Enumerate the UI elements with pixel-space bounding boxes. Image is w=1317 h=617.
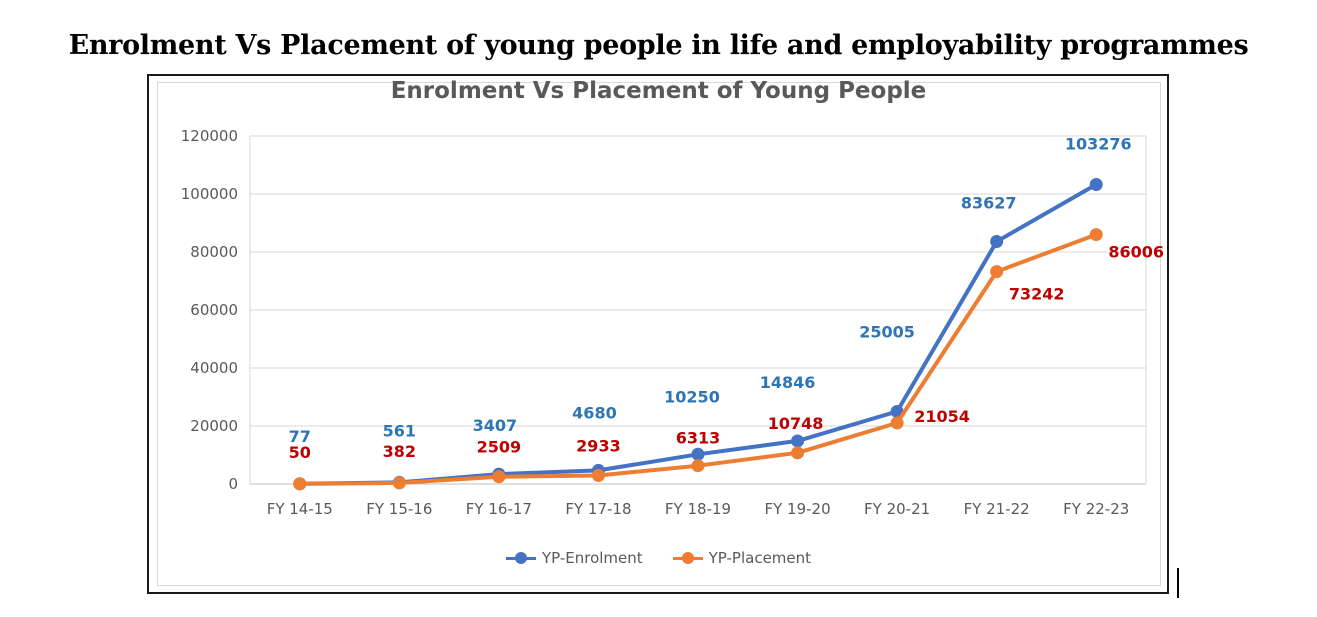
data-label-placement: 21054 <box>914 407 970 426</box>
data-point-enrolment <box>1089 177 1103 191</box>
data-point-placement <box>293 477 307 491</box>
data-label-enrolment: 83627 <box>961 193 1017 212</box>
data-label-placement: 6313 <box>676 429 721 448</box>
legend-item-placement: YP-Placement <box>672 549 812 567</box>
x-tick-label: FY 14-15 <box>267 500 333 518</box>
x-tick-label: FY 19-20 <box>764 500 830 518</box>
legend-marker-enrolment <box>505 551 536 565</box>
data-label-enrolment: 14846 <box>760 373 816 392</box>
legend-dot-placement <box>681 552 694 564</box>
data-point-enrolment <box>791 434 805 448</box>
x-tick-label: FY 17-18 <box>565 500 631 518</box>
legend-item-enrolment: YP-Enrolment <box>505 549 643 567</box>
y-tick-label: 80000 <box>190 243 238 261</box>
data-label-placement: 50 <box>289 443 311 462</box>
data-point-placement <box>691 459 705 473</box>
data-point-enrolment <box>990 234 1004 248</box>
data-label-enrolment: 77 <box>289 427 311 446</box>
data-point-enrolment <box>691 447 705 461</box>
chart-legend: YP-Enrolment YP-Placement <box>0 549 1317 567</box>
data-label-enrolment: 103276 <box>1065 134 1132 153</box>
x-tick-label: FY 20-21 <box>864 500 930 518</box>
legend-dot-enrolment <box>514 552 527 564</box>
data-label-placement: 2933 <box>576 436 621 455</box>
y-tick-label: 120000 <box>181 127 238 145</box>
y-tick-label: 20000 <box>190 417 238 435</box>
chart-area-border <box>157 82 1161 586</box>
page-title: Enrolment Vs Placement of young people i… <box>68 30 1249 61</box>
y-tick-label: 100000 <box>181 185 238 203</box>
legend-label-enrolment: YP-Enrolment <box>541 549 643 567</box>
data-label-enrolment: 4680 <box>572 403 617 422</box>
data-label-enrolment: 25005 <box>859 322 915 341</box>
data-label-placement: 73242 <box>1009 285 1065 304</box>
data-label-enrolment: 3407 <box>473 416 518 435</box>
data-point-placement <box>591 468 605 482</box>
data-point-placement <box>890 416 904 430</box>
legend-label-placement: YP-Placement <box>708 549 812 567</box>
data-point-placement <box>392 476 406 490</box>
x-tick-label: FY 22-23 <box>1063 500 1129 518</box>
x-tick-label: FY 15-16 <box>366 500 432 518</box>
chart-frame <box>147 74 1169 594</box>
data-label-enrolment: 561 <box>383 421 416 440</box>
x-tick-label: FY 18-19 <box>665 500 731 518</box>
y-tick-label: 0 <box>228 475 238 493</box>
x-tick-label: FY 21-22 <box>964 500 1030 518</box>
y-tick-label: 60000 <box>190 301 238 319</box>
legend-marker-placement <box>672 551 703 565</box>
edge-line <box>1177 568 1179 598</box>
data-point-placement <box>1089 228 1103 242</box>
chart-title: Enrolment Vs Placement of Young People <box>390 78 927 104</box>
data-point-placement <box>791 446 805 460</box>
data-label-placement: 86006 <box>1108 243 1164 262</box>
data-label-enrolment: 10250 <box>664 387 720 406</box>
data-label-placement: 382 <box>383 442 416 461</box>
data-point-placement <box>492 470 506 484</box>
y-tick-label: 40000 <box>190 359 238 377</box>
x-tick-label: FY 16-17 <box>466 500 532 518</box>
data-point-placement <box>990 265 1004 279</box>
data-label-placement: 2509 <box>477 438 522 457</box>
data-label-placement: 10748 <box>768 414 824 433</box>
